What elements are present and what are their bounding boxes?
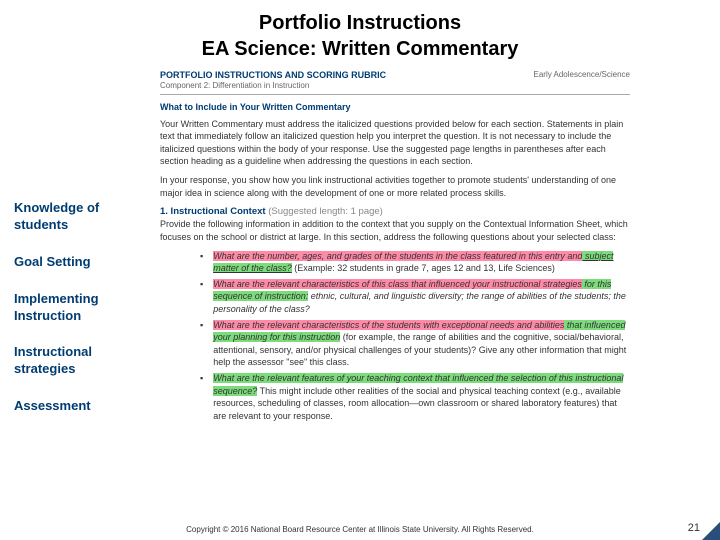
b1a: What are the number, ages, and grades of… xyxy=(213,251,582,261)
b1c: (Example: 32 students in grade 7, ages 1… xyxy=(292,263,555,273)
title-line1: Portfolio Instructions xyxy=(0,10,720,36)
sidebar: Knowledge of students Goal Setting Imple… xyxy=(14,200,144,435)
doc-header: PORTFOLIO INSTRUCTIONS AND SCORING RUBRI… xyxy=(0,62,720,92)
bullet-4-text: What are the relevant features of your t… xyxy=(213,372,630,422)
doc-header-left: PORTFOLIO INSTRUCTIONS AND SCORING RUBRI… xyxy=(160,70,386,90)
context-num: 1. Instructional Context xyxy=(160,206,266,217)
context-sug: (Suggested length: 1 page) xyxy=(268,206,383,217)
header-main: PORTFOLIO INSTRUCTIONS AND SCORING RUBRI… xyxy=(160,70,386,80)
sidebar-item-knowledge: Knowledge of students xyxy=(14,200,144,234)
bullet-icon: ▪ xyxy=(200,319,203,369)
bullet-icon: ▪ xyxy=(200,372,203,422)
page-number: 21 xyxy=(688,522,700,534)
context-heading: 1. Instructional Context (Suggested leng… xyxy=(160,205,630,218)
sidebar-item-assessment: Assessment xyxy=(14,398,144,415)
bullet-3: ▪ What are the relevant characteristics … xyxy=(200,319,630,369)
bullet-icon: ▪ xyxy=(200,250,203,275)
para1: Your Written Commentary must address the… xyxy=(160,118,630,168)
b2a: What are the relevant characteristics of… xyxy=(213,279,582,289)
header-sub: Component 2: Differentiation in Instruct… xyxy=(160,81,309,90)
sidebar-item-goal: Goal Setting xyxy=(14,254,144,271)
bullets: ▪ What are the number, ages, and grades … xyxy=(200,250,630,423)
title-line2: EA Science: Written Commentary xyxy=(0,36,720,62)
header-rule xyxy=(160,94,630,95)
bullet-2: ▪ What are the relevant characteristics … xyxy=(200,278,630,316)
bullet-1: ▪ What are the number, ages, and grades … xyxy=(200,250,630,275)
header-right: Early Adolescence/Science xyxy=(534,70,631,90)
b3a: What are the relevant characteristics of… xyxy=(213,320,564,330)
bullet-icon: ▪ xyxy=(200,278,203,316)
para2: In your response, you show how you link … xyxy=(160,174,630,199)
footer-copyright: Copyright © 2016 National Board Resource… xyxy=(0,525,720,534)
sidebar-item-implementing: Implementing Instruction xyxy=(14,291,144,325)
bullet-4: ▪ What are the relevant features of your… xyxy=(200,372,630,422)
context-intro: Provide the following information in add… xyxy=(160,218,630,243)
corner-fold-icon xyxy=(702,522,720,540)
bullet-2-text: What are the relevant characteristics of… xyxy=(213,278,630,316)
sidebar-item-strategies: Instructional strategies xyxy=(14,344,144,378)
bullet-3-text: What are the relevant characteristics of… xyxy=(213,319,630,369)
slide-title: Portfolio Instructions EA Science: Writt… xyxy=(0,0,720,62)
bullet-1-text: What are the number, ages, and grades of… xyxy=(213,250,630,275)
b4b: This might include other realities of th… xyxy=(213,386,621,421)
section-head: What to Include in Your Written Commenta… xyxy=(160,101,630,114)
